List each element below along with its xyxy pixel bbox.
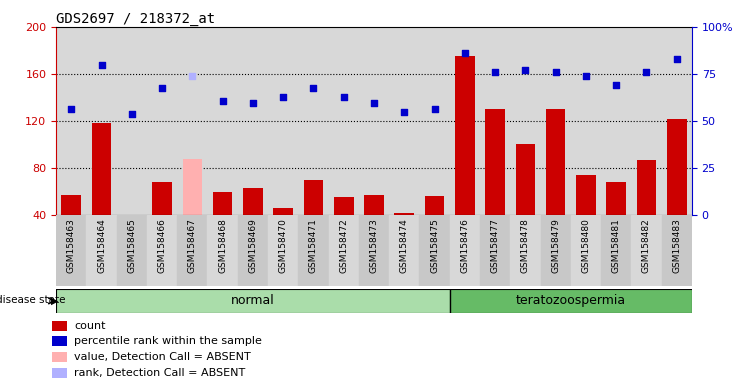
Text: count: count [74, 321, 106, 331]
Bar [243, 188, 263, 215]
Bar [52, 367, 67, 377]
Bar [515, 144, 536, 215]
Bar [177, 215, 207, 286]
Text: GSM158482: GSM158482 [642, 218, 651, 273]
Text: rank, Detection Call = ABSENT: rank, Detection Call = ABSENT [74, 367, 245, 377]
Bar [56, 215, 86, 286]
Point [429, 106, 441, 112]
Bar [510, 215, 541, 286]
Bar [571, 215, 601, 286]
Text: GSM158475: GSM158475 [430, 218, 439, 273]
Bar [637, 160, 656, 215]
Bar [541, 215, 571, 286]
Bar [420, 215, 450, 286]
Point [459, 50, 470, 56]
Bar [450, 289, 692, 313]
Bar [61, 195, 81, 215]
Bar [212, 192, 233, 215]
Bar [450, 215, 480, 286]
Bar [601, 215, 631, 286]
Point [278, 94, 289, 101]
Point [519, 67, 531, 73]
Text: GSM158466: GSM158466 [158, 218, 167, 273]
Text: GSM158464: GSM158464 [97, 218, 106, 273]
Bar [425, 196, 444, 215]
Text: GSM158463: GSM158463 [67, 218, 76, 273]
Text: GSM158473: GSM158473 [370, 218, 378, 273]
Text: GSM158474: GSM158474 [399, 218, 408, 273]
Point [65, 106, 77, 112]
Bar [304, 180, 323, 215]
Point [156, 85, 168, 91]
Point [247, 100, 259, 106]
Text: normal: normal [231, 295, 275, 307]
Bar [394, 213, 414, 215]
Point [186, 73, 198, 79]
Point [550, 68, 562, 74]
Bar [485, 109, 505, 215]
Bar [662, 215, 692, 286]
Bar [298, 215, 328, 286]
Bar [455, 56, 475, 215]
Bar [389, 215, 420, 286]
Point [398, 109, 410, 115]
Point [368, 100, 380, 106]
Text: GSM158465: GSM158465 [127, 218, 136, 273]
Bar [607, 182, 626, 215]
Point [338, 94, 350, 101]
Bar [631, 215, 662, 286]
Text: percentile rank within the sample: percentile rank within the sample [74, 336, 263, 346]
Point [610, 81, 622, 88]
Point [126, 111, 138, 117]
Text: GSM158476: GSM158476 [460, 218, 469, 273]
Text: GSM158467: GSM158467 [188, 218, 197, 273]
Bar [183, 159, 202, 215]
Bar [52, 352, 67, 362]
Bar [268, 215, 298, 286]
Text: GSM158470: GSM158470 [279, 218, 288, 273]
Text: teratozoospermia: teratozoospermia [515, 295, 626, 307]
Bar [273, 208, 293, 215]
Text: GSM158477: GSM158477 [491, 218, 500, 273]
Point [580, 73, 592, 79]
Bar [207, 215, 238, 286]
Point [307, 85, 319, 91]
Point [489, 68, 501, 74]
Bar [480, 215, 510, 286]
Text: disease state: disease state [0, 295, 66, 305]
Text: GSM158468: GSM158468 [218, 218, 227, 273]
Bar [56, 289, 450, 313]
Bar [667, 119, 687, 215]
Bar [576, 175, 595, 215]
Text: GSM158479: GSM158479 [551, 218, 560, 273]
Text: ▶: ▶ [51, 296, 58, 306]
Bar [546, 109, 565, 215]
Bar [238, 215, 268, 286]
Text: GSM158481: GSM158481 [612, 218, 621, 273]
Bar [92, 123, 111, 215]
Text: GDS2697 / 218372_at: GDS2697 / 218372_at [56, 12, 215, 26]
Text: GSM158483: GSM158483 [672, 218, 681, 273]
Text: GSM158471: GSM158471 [309, 218, 318, 273]
Text: value, Detection Call = ABSENT: value, Detection Call = ABSENT [74, 352, 251, 362]
Point [640, 68, 652, 74]
Point [671, 56, 683, 62]
Bar [52, 321, 67, 331]
Text: GSM158480: GSM158480 [581, 218, 590, 273]
Bar [334, 197, 354, 215]
Bar [364, 195, 384, 215]
Bar [86, 215, 117, 286]
Point [217, 98, 229, 104]
Bar [117, 215, 147, 286]
Bar [52, 336, 67, 346]
Point [96, 61, 108, 68]
Bar [328, 215, 359, 286]
Text: GSM158478: GSM158478 [521, 218, 530, 273]
Bar [359, 215, 389, 286]
Text: GSM158472: GSM158472 [340, 218, 349, 273]
Bar [147, 215, 177, 286]
Text: GSM158469: GSM158469 [248, 218, 257, 273]
Bar [153, 182, 172, 215]
